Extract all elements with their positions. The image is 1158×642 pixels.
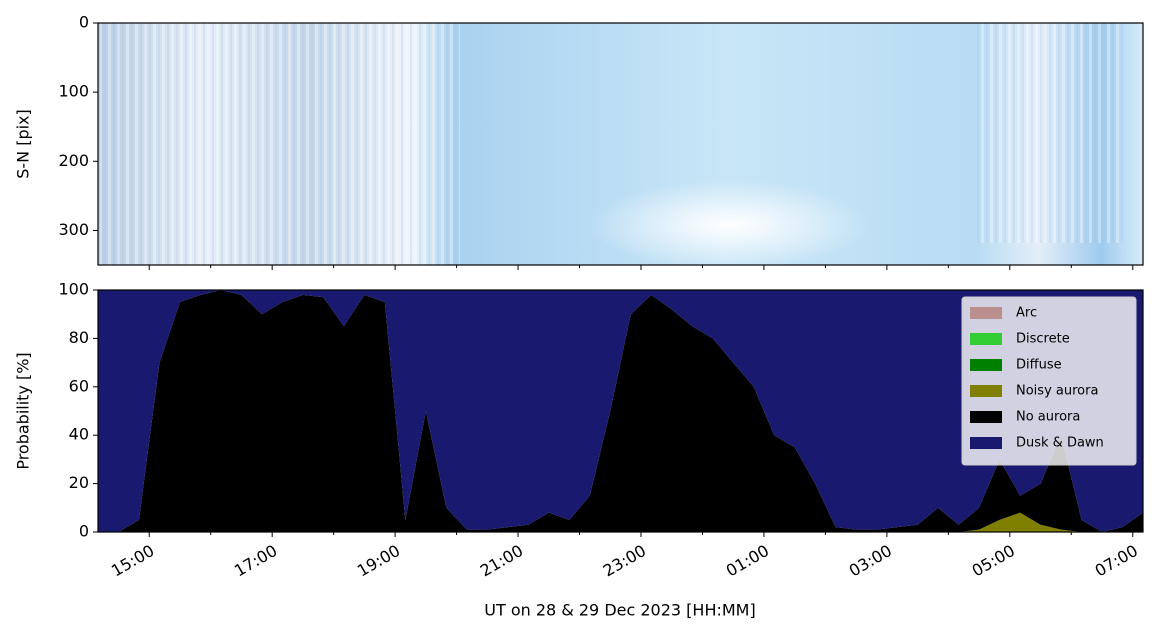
area [98, 290, 1143, 532]
y-tick-label: 40 [69, 425, 89, 444]
x-tick-label: 05:00 [969, 541, 1018, 581]
legend-swatch [970, 437, 1002, 449]
y-tick-label: 100 [58, 82, 89, 101]
x-tick-label: 15:00 [108, 541, 157, 581]
legend-swatch [970, 359, 1002, 371]
y-tick-label: 100 [58, 280, 89, 299]
legend-label: Dusk & Dawn [1016, 436, 1104, 451]
legend-label: Discrete [1016, 332, 1070, 347]
area [98, 512, 1143, 532]
legend-swatch [970, 411, 1002, 423]
legend-box [961, 296, 1137, 466]
legend-label: Noisy aurora [1016, 384, 1098, 399]
area [98, 290, 1143, 532]
x-tick-label: 01:00 [723, 541, 772, 581]
y-tick-label: 80 [69, 328, 89, 347]
x-tick-label: 07:00 [1092, 541, 1141, 581]
y-tick-label: 20 [69, 473, 89, 492]
y-axis-label: Probability [%] [14, 352, 33, 469]
x-tick-label: 03:00 [846, 541, 895, 581]
legend-swatch [970, 385, 1002, 397]
y-tick-label: 0 [79, 522, 89, 541]
y-tick-label: 0 [79, 13, 89, 32]
y-tick-label: 300 [58, 220, 89, 239]
x-tick-label: 17:00 [231, 541, 280, 581]
x-tick-label: 19:00 [354, 541, 403, 581]
keogram-image [98, 23, 1143, 270]
x-tick-label: 21:00 [477, 541, 526, 581]
legend-label: No aurora [1016, 410, 1080, 425]
y-axis-label: S-N [pix] [14, 109, 33, 179]
x-tick-label: 23:00 [600, 541, 649, 581]
y-tick-label: 200 [58, 151, 89, 170]
legend-label: Arc [1016, 306, 1037, 321]
axes-frame [97, 22, 1144, 266]
legend: Arc Discrete Diffuse Noisy aurora No aurora D… [961, 296, 1137, 466]
legend-swatch [970, 333, 1002, 345]
legend-swatch [970, 307, 1002, 319]
x-axis-label: UT on 28 & 29 Dec 2023 [HH:MM] [484, 601, 755, 620]
axes-frame [97, 289, 1144, 533]
legend-label: Diffuse [1016, 358, 1062, 373]
y-tick-label: 60 [69, 376, 89, 395]
